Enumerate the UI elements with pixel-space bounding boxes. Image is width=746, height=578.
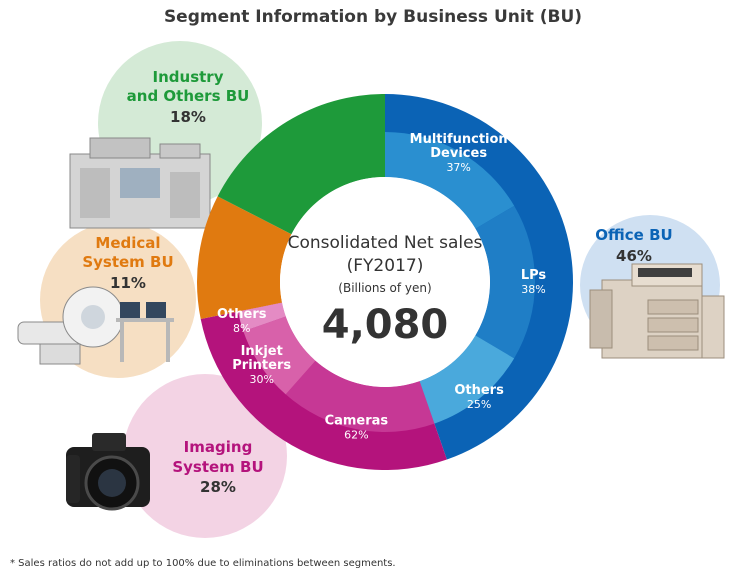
bu-imaging-name2: System BU: [172, 458, 263, 476]
inner-slice-multifunction-devices: [385, 132, 515, 229]
bu-label-office: Office BU 46%: [595, 226, 672, 265]
bu-label-industry: Industry and Others BU 18%: [127, 68, 250, 126]
inner-label-inkjet-printers-line1: Inkjet: [241, 344, 283, 359]
bu-label-imaging: Imaging System BU 28%: [172, 438, 263, 496]
center-disc: [280, 177, 490, 387]
bu-imaging-name1: Imaging: [184, 438, 253, 456]
inner-slice-inkjet-printers: [243, 316, 316, 395]
bu-medical-pct: 11%: [110, 274, 146, 292]
bu-imaging-pct: 28%: [200, 478, 236, 496]
bu-industry-name2: and Others BU: [127, 87, 250, 105]
bubble-imaging: [123, 374, 287, 538]
inner-pct-inkjet-printers: 30%: [249, 373, 273, 386]
inner-pct-cameras: 62%: [344, 429, 368, 442]
outer-slice-medical-system-bu: [197, 196, 292, 320]
inner-label-others-line1: Others: [454, 383, 504, 398]
footnote: * Sales ratios do not add up to 100% due…: [10, 558, 396, 569]
bu-office-pct: 46%: [616, 247, 652, 265]
bu-medical-name2: System BU: [82, 253, 173, 271]
camera-illustration: [66, 433, 150, 511]
bu-office-name: Office BU: [595, 226, 672, 244]
inner-slice-others: [419, 335, 515, 424]
copier-illustration: [589, 263, 725, 359]
page-title: Segment Information by Business Unit (BU…: [163, 7, 583, 27]
inner-ring: [237, 132, 535, 432]
center-title-line2: (FY2017): [347, 256, 424, 276]
inner-slice-lps: [475, 205, 535, 359]
bu-industry-pct: 18%: [170, 108, 206, 126]
bu-industry-name1: Industry: [153, 68, 224, 86]
center-title-line1: Consolidated Net sales: [288, 233, 483, 253]
inner-pct-multifunction-devices: 37%: [446, 161, 470, 174]
inner-label-multifunction-devices-line1: Multifunction: [410, 132, 508, 147]
inner-slice-others: [237, 302, 286, 332]
center-unit: (Billions of yen): [338, 281, 431, 295]
inner-label-others-line1: Others: [217, 307, 267, 322]
inner-ring-labels: MultifunctionDevices37%LPs38%Others25%Ca…: [217, 132, 546, 442]
bu-medical-name1: Medical: [95, 234, 160, 252]
inner-label-inkjet-printers-line2: Printers: [232, 358, 291, 373]
inner-label-lps-line1: LPs: [521, 268, 547, 283]
outer-slice-industry-and-others-bu: [217, 94, 385, 235]
inner-pct-lps: 38%: [521, 283, 545, 296]
ct-scanner-illustration: [17, 286, 174, 365]
inner-slice-cameras: [285, 360, 435, 432]
industrial-machine-illustration: [69, 137, 211, 229]
center-total: 4,080: [322, 302, 449, 348]
inner-label-cameras-line1: Cameras: [325, 414, 389, 429]
inner-pct-others: 8%: [233, 322, 250, 335]
inner-pct-others: 25%: [467, 398, 491, 411]
inner-label-multifunction-devices-line2: Devices: [430, 146, 487, 161]
bu-label-medical: Medical System BU 11%: [82, 234, 173, 292]
